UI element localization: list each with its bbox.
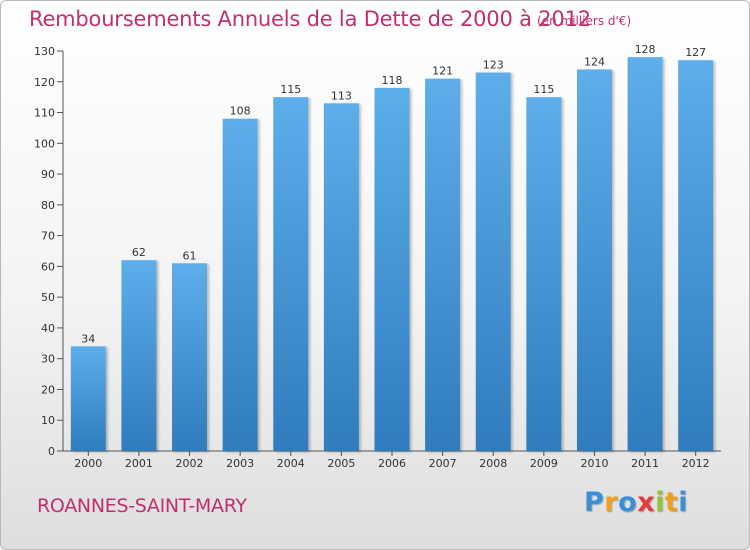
y-tick-label: 90 bbox=[41, 168, 55, 181]
x-tick-label: 2003 bbox=[226, 457, 254, 470]
logo-letter: o bbox=[618, 487, 638, 518]
x-tick-label: 2002 bbox=[176, 457, 204, 470]
bar-value-label: 123 bbox=[483, 59, 504, 72]
y-tick-label: 0 bbox=[48, 445, 55, 458]
logo-letter: r bbox=[604, 487, 619, 518]
y-tick-label: 110 bbox=[34, 107, 55, 120]
bar bbox=[425, 78, 461, 451]
bar-value-label: 113 bbox=[331, 89, 352, 102]
bar-value-label: 34 bbox=[81, 332, 95, 345]
bar bbox=[121, 260, 157, 451]
y-tick-label: 20 bbox=[41, 383, 55, 396]
logo-letter: P bbox=[584, 487, 605, 518]
bar-value-label: 62 bbox=[132, 246, 146, 259]
bar bbox=[576, 69, 612, 451]
y-tick-label: 40 bbox=[41, 322, 55, 335]
bar-value-label: 118 bbox=[382, 74, 403, 87]
y-tick-label: 120 bbox=[34, 76, 55, 89]
bar-value-label: 108 bbox=[230, 105, 251, 118]
bar bbox=[627, 57, 663, 452]
y-tick-label: 130 bbox=[34, 45, 55, 58]
bar-value-label: 115 bbox=[280, 83, 301, 96]
bar bbox=[323, 103, 359, 452]
chart-unit-note: (en milliers d'€) bbox=[537, 14, 632, 28]
bar bbox=[526, 97, 562, 452]
chart-title: Remboursements Annuels de la Dette de 20… bbox=[29, 7, 591, 31]
logo-letter: i bbox=[655, 487, 665, 518]
x-tick-label: 2012 bbox=[682, 457, 710, 470]
bar bbox=[172, 263, 208, 451]
bar bbox=[273, 97, 309, 452]
x-tick-label: 2007 bbox=[429, 457, 457, 470]
bar-value-label: 127 bbox=[685, 46, 706, 59]
x-tick-label: 2005 bbox=[327, 457, 355, 470]
bar bbox=[678, 60, 714, 451]
y-tick-label: 100 bbox=[34, 137, 55, 150]
bar-value-label: 121 bbox=[432, 65, 453, 78]
x-tick-label: 2010 bbox=[580, 457, 608, 470]
y-tick-label: 70 bbox=[41, 230, 55, 243]
y-tick-label: 10 bbox=[41, 414, 55, 427]
logo-letter: x bbox=[637, 487, 656, 518]
bar-value-label: 61 bbox=[183, 249, 197, 262]
x-tick-label: 2000 bbox=[74, 457, 102, 470]
logo-letter: i bbox=[678, 487, 689, 518]
x-tick-label: 2004 bbox=[277, 457, 305, 470]
bar-value-label: 115 bbox=[533, 83, 554, 96]
x-tick-label: 2001 bbox=[125, 457, 153, 470]
bar-value-label: 128 bbox=[635, 43, 656, 56]
bar bbox=[70, 346, 106, 451]
y-tick-label: 60 bbox=[41, 260, 55, 273]
bar-value-label: 124 bbox=[584, 55, 605, 68]
x-tick-label: 2011 bbox=[631, 457, 659, 470]
x-tick-label: 2006 bbox=[378, 457, 406, 470]
logo-letter: t bbox=[664, 487, 679, 518]
y-tick-label: 80 bbox=[41, 199, 55, 212]
y-tick-label: 50 bbox=[41, 291, 55, 304]
bar bbox=[475, 72, 511, 452]
commune-name: ROANNES-SAINT-MARY bbox=[37, 495, 247, 517]
bar bbox=[374, 87, 410, 451]
bar bbox=[222, 118, 258, 451]
x-tick-label: 2009 bbox=[530, 457, 558, 470]
x-tick-label: 2008 bbox=[479, 457, 507, 470]
y-tick-label: 30 bbox=[41, 353, 55, 366]
proxiti-logo: Proxiti bbox=[584, 487, 688, 518]
